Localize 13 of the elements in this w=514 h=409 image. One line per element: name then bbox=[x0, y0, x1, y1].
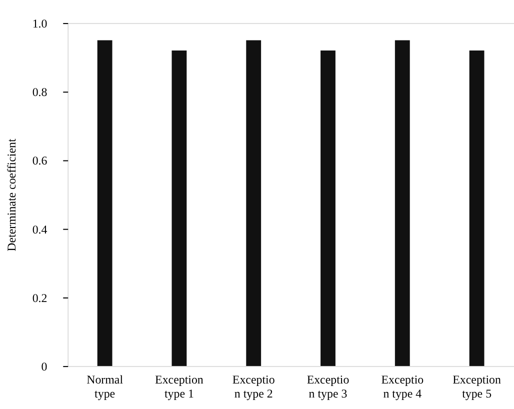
y-axis-title: Determinate coefficient bbox=[4, 138, 18, 252]
x-tick-label: Exceptio n type 2 bbox=[232, 372, 275, 400]
x-tick-label: Exception type 5 bbox=[452, 372, 501, 400]
y-tick-label: 0.2 bbox=[32, 290, 48, 305]
x-tick-label: Exceptio n type 4 bbox=[381, 372, 424, 400]
y-tick-label: 1.0 bbox=[32, 16, 48, 31]
y-tick-label: 0 bbox=[41, 360, 48, 374]
y-tick-label: 0.6 bbox=[32, 154, 48, 168]
x-tick-label: Normal type bbox=[86, 372, 124, 400]
x-tick-label: Exception type 1 bbox=[155, 372, 204, 400]
x-tick-label: Exceptio n type 3 bbox=[306, 372, 350, 400]
y-tick-label: 0.4 bbox=[32, 222, 48, 236]
y-tick-label: 0.8 bbox=[32, 85, 48, 100]
